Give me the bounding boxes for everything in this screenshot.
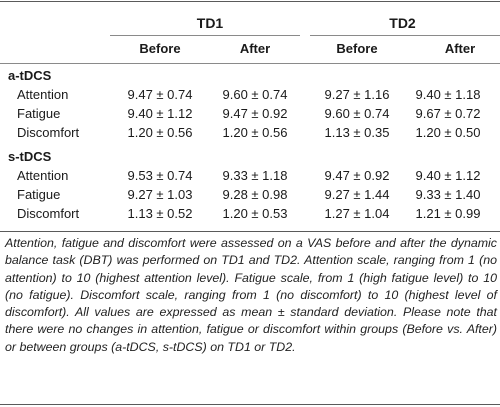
table-cell: 9.53 ± 0.74 (127, 168, 193, 183)
row-label: Fatigue (17, 106, 61, 121)
table-cell: 1.13 ± 0.35 (324, 125, 390, 140)
table-cell: 1.27 ± 1.04 (324, 206, 390, 221)
caption-rule (0, 231, 500, 232)
col-header-td2-before: Before (336, 41, 378, 56)
table-cell: 9.40 ± 1.12 (127, 106, 193, 121)
col-header-td1-before: Before (139, 41, 181, 56)
table-cell: 9.60 ± 0.74 (324, 106, 390, 121)
col-header-td2-after: After (444, 41, 476, 56)
section-label-a-tdcs: a-tDCS (8, 68, 52, 83)
table-cell: 9.28 ± 0.98 (222, 187, 288, 202)
table-cell: 9.33 ± 1.40 (415, 187, 481, 202)
table-caption: Attention, fatigue and discomfort were a… (5, 236, 497, 354)
group-rule-td2 (310, 35, 500, 36)
bottom-rule (0, 404, 500, 405)
table-row: Attention 9.47 ± 0.74 9.60 ± 0.74 9.27 ±… (0, 86, 500, 104)
col-header-td1-after: After (239, 41, 271, 56)
top-rule (0, 1, 500, 2)
group-header-td1: TD1 (196, 15, 224, 31)
row-label: Attention (17, 87, 69, 102)
table-cell: 9.47 ± 0.92 (222, 106, 288, 121)
table-cell: 9.33 ± 1.18 (222, 168, 288, 183)
table-cell: 9.47 ± 0.74 (127, 87, 193, 102)
table-cell: 9.47 ± 0.92 (324, 168, 390, 183)
table-cell: 9.67 ± 0.72 (415, 106, 481, 121)
table-cell: 1.20 ± 0.56 (222, 125, 288, 140)
group-rule-td1 (110, 35, 300, 36)
table-cell: 9.40 ± 1.18 (415, 87, 481, 102)
table-cell: 9.27 ± 1.44 (324, 187, 390, 202)
table-cell: 9.27 ± 1.16 (324, 87, 390, 102)
table-cell: 1.21 ± 0.99 (415, 206, 481, 221)
table-row: Attention 9.53 ± 0.74 9.33 ± 1.18 9.47 ±… (0, 167, 500, 185)
table-cell: 9.60 ± 0.74 (222, 87, 288, 102)
table-cell: 9.27 ± 1.03 (127, 187, 193, 202)
table-row: Discomfort 1.20 ± 0.56 1.20 ± 0.56 1.13 … (0, 124, 500, 142)
table-row: Discomfort 1.13 ± 0.52 1.20 ± 0.53 1.27 … (0, 205, 500, 223)
row-label: Attention (17, 168, 69, 183)
table-cell: 1.20 ± 0.50 (415, 125, 481, 140)
table-row: Fatigue 9.40 ± 1.12 9.47 ± 0.92 9.60 ± 0… (0, 105, 500, 123)
table-row: Fatigue 9.27 ± 1.03 9.28 ± 0.98 9.27 ± 1… (0, 186, 500, 204)
table-cell: 9.40 ± 1.12 (415, 168, 481, 183)
table-cell: 1.13 ± 0.52 (127, 206, 193, 221)
row-label: Discomfort (17, 206, 80, 221)
section-label-s-tdcs: s-tDCS (8, 149, 52, 164)
group-header-td2: TD2 (389, 15, 416, 31)
row-label: Discomfort (17, 125, 80, 140)
table-cell: 1.20 ± 0.53 (222, 206, 288, 221)
row-label: Fatigue (17, 187, 61, 202)
table-cell: 1.20 ± 0.56 (127, 125, 193, 140)
header-rule (0, 63, 500, 64)
